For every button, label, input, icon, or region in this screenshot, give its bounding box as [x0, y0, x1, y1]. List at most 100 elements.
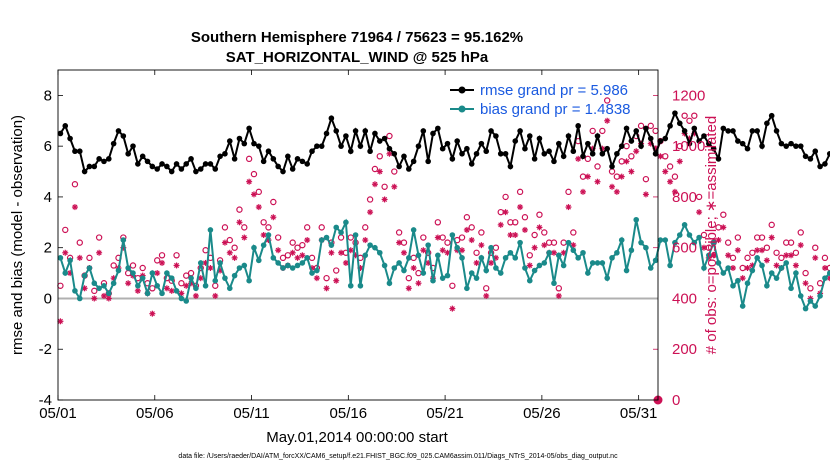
possible-obs-marker [778, 254, 785, 262]
assimilated-obs-marker [802, 280, 809, 287]
right-y-tick-label-0: 0 [672, 392, 680, 409]
possible-obs-marker [86, 254, 93, 262]
bias-point [376, 249, 383, 256]
bias-point [556, 252, 562, 259]
bias-point [226, 285, 233, 292]
possible-obs-marker [139, 264, 146, 272]
bias-point [212, 277, 219, 284]
possible-obs-marker [594, 163, 601, 170]
rmse-point [725, 128, 731, 134]
rmse-point [580, 153, 586, 160]
possible-obs-marker [318, 224, 325, 231]
assimilated-obs-marker [657, 153, 664, 160]
rmse-point [222, 150, 228, 157]
bias-point [594, 260, 601, 266]
bias-point [478, 255, 485, 261]
rmse-point [386, 145, 393, 152]
rmse-point [773, 128, 780, 134]
assimilated-obs-marker [812, 254, 819, 261]
possible-obs-marker [512, 219, 519, 226]
rmse-point [280, 168, 286, 175]
left-y-tick-label-4: 4 [44, 189, 52, 206]
assimilated-obs-marker [410, 265, 417, 271]
assimilated-obs-marker [763, 257, 770, 264]
rmse-point [318, 143, 325, 149]
bias-point [304, 255, 310, 261]
bias-point [730, 282, 736, 289]
assimilated-obs-marker [768, 234, 775, 241]
bias-point [725, 265, 731, 271]
rmse-point [338, 143, 344, 149]
rmse-point [415, 143, 422, 149]
data-file-footnote: data file: /Users/raeder/DAI/ATM_forcXX/… [178, 453, 618, 460]
possible-obs-marker [521, 214, 529, 221]
bias-point [193, 285, 199, 292]
possible-obs-marker [241, 224, 248, 231]
chart-subtitle: SAT_HORIZONTAL_WIND @ 525 hPa [226, 49, 489, 66]
possible-obs-marker [129, 262, 137, 269]
rmse-point [159, 161, 165, 167]
assimilated-obs-marker [821, 265, 828, 271]
bias-point [67, 257, 73, 264]
rmse-point [812, 148, 819, 155]
bias-point [270, 255, 277, 261]
rmse-point [367, 148, 373, 155]
rmse-point [633, 128, 640, 134]
assimilated-obs-marker [531, 244, 538, 251]
assimilated-obs-marker [792, 262, 799, 269]
bias-point [406, 255, 412, 261]
bias-point [551, 280, 557, 287]
bias-point [667, 262, 673, 269]
possible-obs-marker [284, 252, 292, 259]
assimilated-obs-marker [696, 209, 703, 216]
possible-obs-marker [333, 267, 340, 274]
bias-point [101, 282, 107, 289]
rmse-point [212, 166, 219, 172]
rmse-point [231, 156, 238, 162]
rmse-point [797, 143, 804, 149]
rmse-point [164, 163, 170, 170]
possible-obs-marker [458, 234, 466, 241]
bias-point [531, 267, 538, 274]
possible-obs-marker [153, 257, 161, 264]
rmse-point [149, 163, 156, 170]
bias-point [386, 280, 393, 287]
bias-point [430, 277, 436, 284]
bias-point [420, 270, 427, 276]
possible-obs-marker [366, 196, 374, 203]
possible-obs-marker [807, 285, 814, 292]
assimilated-obs-marker [580, 188, 586, 195]
rmse-point [333, 128, 340, 134]
bias-point [676, 232, 683, 238]
assimilated-obs-marker [270, 214, 277, 221]
rmse-point [294, 156, 301, 162]
rmse-point [444, 140, 451, 147]
assimilated-obs-marker [173, 262, 180, 269]
assimilated-obs-marker [250, 191, 257, 198]
bias-point [256, 257, 262, 264]
possible-obs-marker [386, 132, 393, 140]
assimilated-obs-marker [434, 234, 441, 241]
rmse-point [420, 128, 427, 134]
assimilated-obs-marker [76, 254, 83, 261]
rmse-point [560, 153, 567, 160]
possible-obs-marker [671, 173, 679, 180]
rmse-point [178, 166, 185, 172]
bias-point [396, 260, 402, 266]
possible-obs-marker [473, 249, 480, 256]
rmse-point [246, 125, 252, 132]
bias-point [686, 232, 693, 238]
rmse-point [406, 166, 412, 172]
rmse-point [754, 128, 760, 134]
assimilated-obs-marker [739, 275, 746, 282]
rmse-point [817, 163, 823, 170]
assimilated-obs-marker [328, 249, 335, 256]
bias-point [778, 265, 785, 271]
assimilated-obs-marker [662, 168, 669, 175]
rmse-point [783, 143, 790, 149]
rmse-point [236, 135, 243, 142]
assimilated-obs-marker [275, 247, 282, 254]
bias-point [135, 282, 141, 289]
rmse-point [764, 120, 770, 127]
assimilated-obs-marker [676, 158, 683, 165]
